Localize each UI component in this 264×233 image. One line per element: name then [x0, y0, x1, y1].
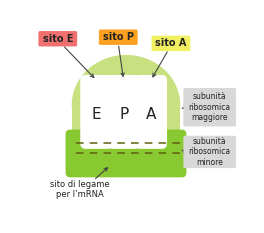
- Text: A: A: [146, 107, 156, 123]
- Text: sito di legame
per l’mRNA: sito di legame per l’mRNA: [50, 180, 109, 199]
- Text: subunità
ribosomica
maggiore: subunità ribosomica maggiore: [189, 92, 231, 122]
- FancyBboxPatch shape: [183, 88, 236, 127]
- Text: sito A: sito A: [155, 38, 187, 48]
- FancyBboxPatch shape: [135, 75, 167, 149]
- FancyBboxPatch shape: [80, 75, 113, 149]
- Text: P: P: [119, 107, 128, 123]
- FancyBboxPatch shape: [107, 75, 140, 149]
- FancyBboxPatch shape: [152, 36, 190, 51]
- Text: subunità
ribosomica
minore: subunità ribosomica minore: [189, 137, 231, 167]
- FancyBboxPatch shape: [99, 30, 138, 45]
- FancyBboxPatch shape: [39, 31, 77, 46]
- FancyBboxPatch shape: [65, 130, 186, 177]
- Text: E: E: [92, 107, 101, 123]
- Ellipse shape: [72, 55, 180, 155]
- Text: sito P: sito P: [103, 32, 134, 42]
- FancyBboxPatch shape: [183, 136, 236, 168]
- Text: sito E: sito E: [43, 34, 73, 44]
- Bar: [72, 105, 180, 150]
